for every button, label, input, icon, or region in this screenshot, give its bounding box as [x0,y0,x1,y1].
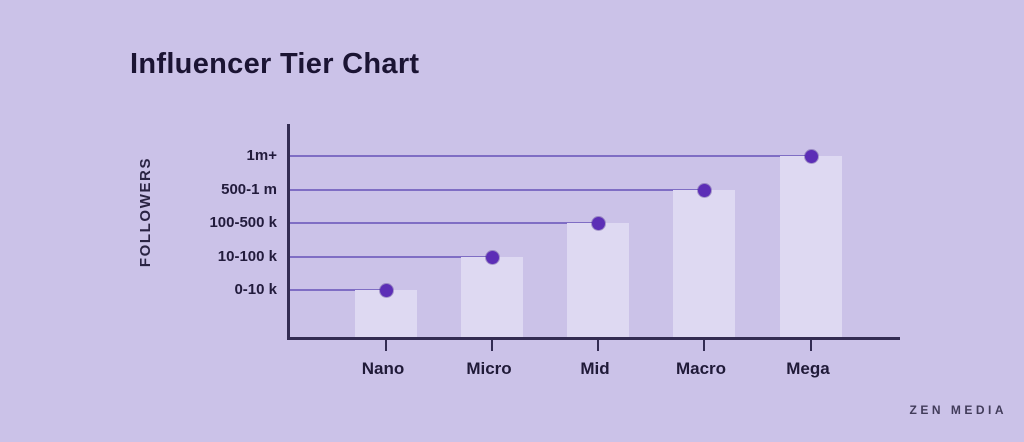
category-label: Mid [580,359,610,378]
plot-area [287,124,900,351]
data-point-dot [379,283,393,297]
y-tick-labels: 0-10 k 10-100 k 100-500 k 500-1 m 1m+ [80,0,277,442]
y-tick-label: 100-500 k [209,214,277,231]
tier-bar [673,190,735,337]
tier-bar [461,257,523,337]
category-label: Micro [466,359,512,378]
x-axis-tick [491,340,493,351]
data-point-dot [697,183,711,197]
tier-bar [355,290,417,337]
category-label: Mega [786,359,830,378]
connector-line [290,155,811,157]
y-tick-label: 500-1 m [221,181,277,198]
connector-line [290,256,492,258]
chart-title: Influencer Tier Chart [130,48,420,80]
data-point-dot [591,216,605,230]
connector-line [290,189,704,191]
data-point-dot [804,149,818,163]
y-tick-label: 1m+ [246,147,277,164]
x-axis-tick [810,340,812,351]
data-point-dot [485,250,499,264]
x-axis-tick [597,340,599,351]
connector-line [290,289,386,291]
tier-bar [567,223,629,337]
connector-line [290,222,598,224]
y-tick-label: 10-100 k [217,248,277,265]
y-tick-label: 0-10 k [234,281,277,298]
x-category-labels: Nano Micro Mid Macro Mega [287,359,897,383]
category-label: Macro [675,359,727,378]
brand-logo: ZEN MEDIA [909,403,1007,417]
tier-bar [780,156,842,337]
category-label: Nano [361,359,405,378]
x-axis-tick [703,340,705,351]
x-axis-tick [385,340,387,351]
